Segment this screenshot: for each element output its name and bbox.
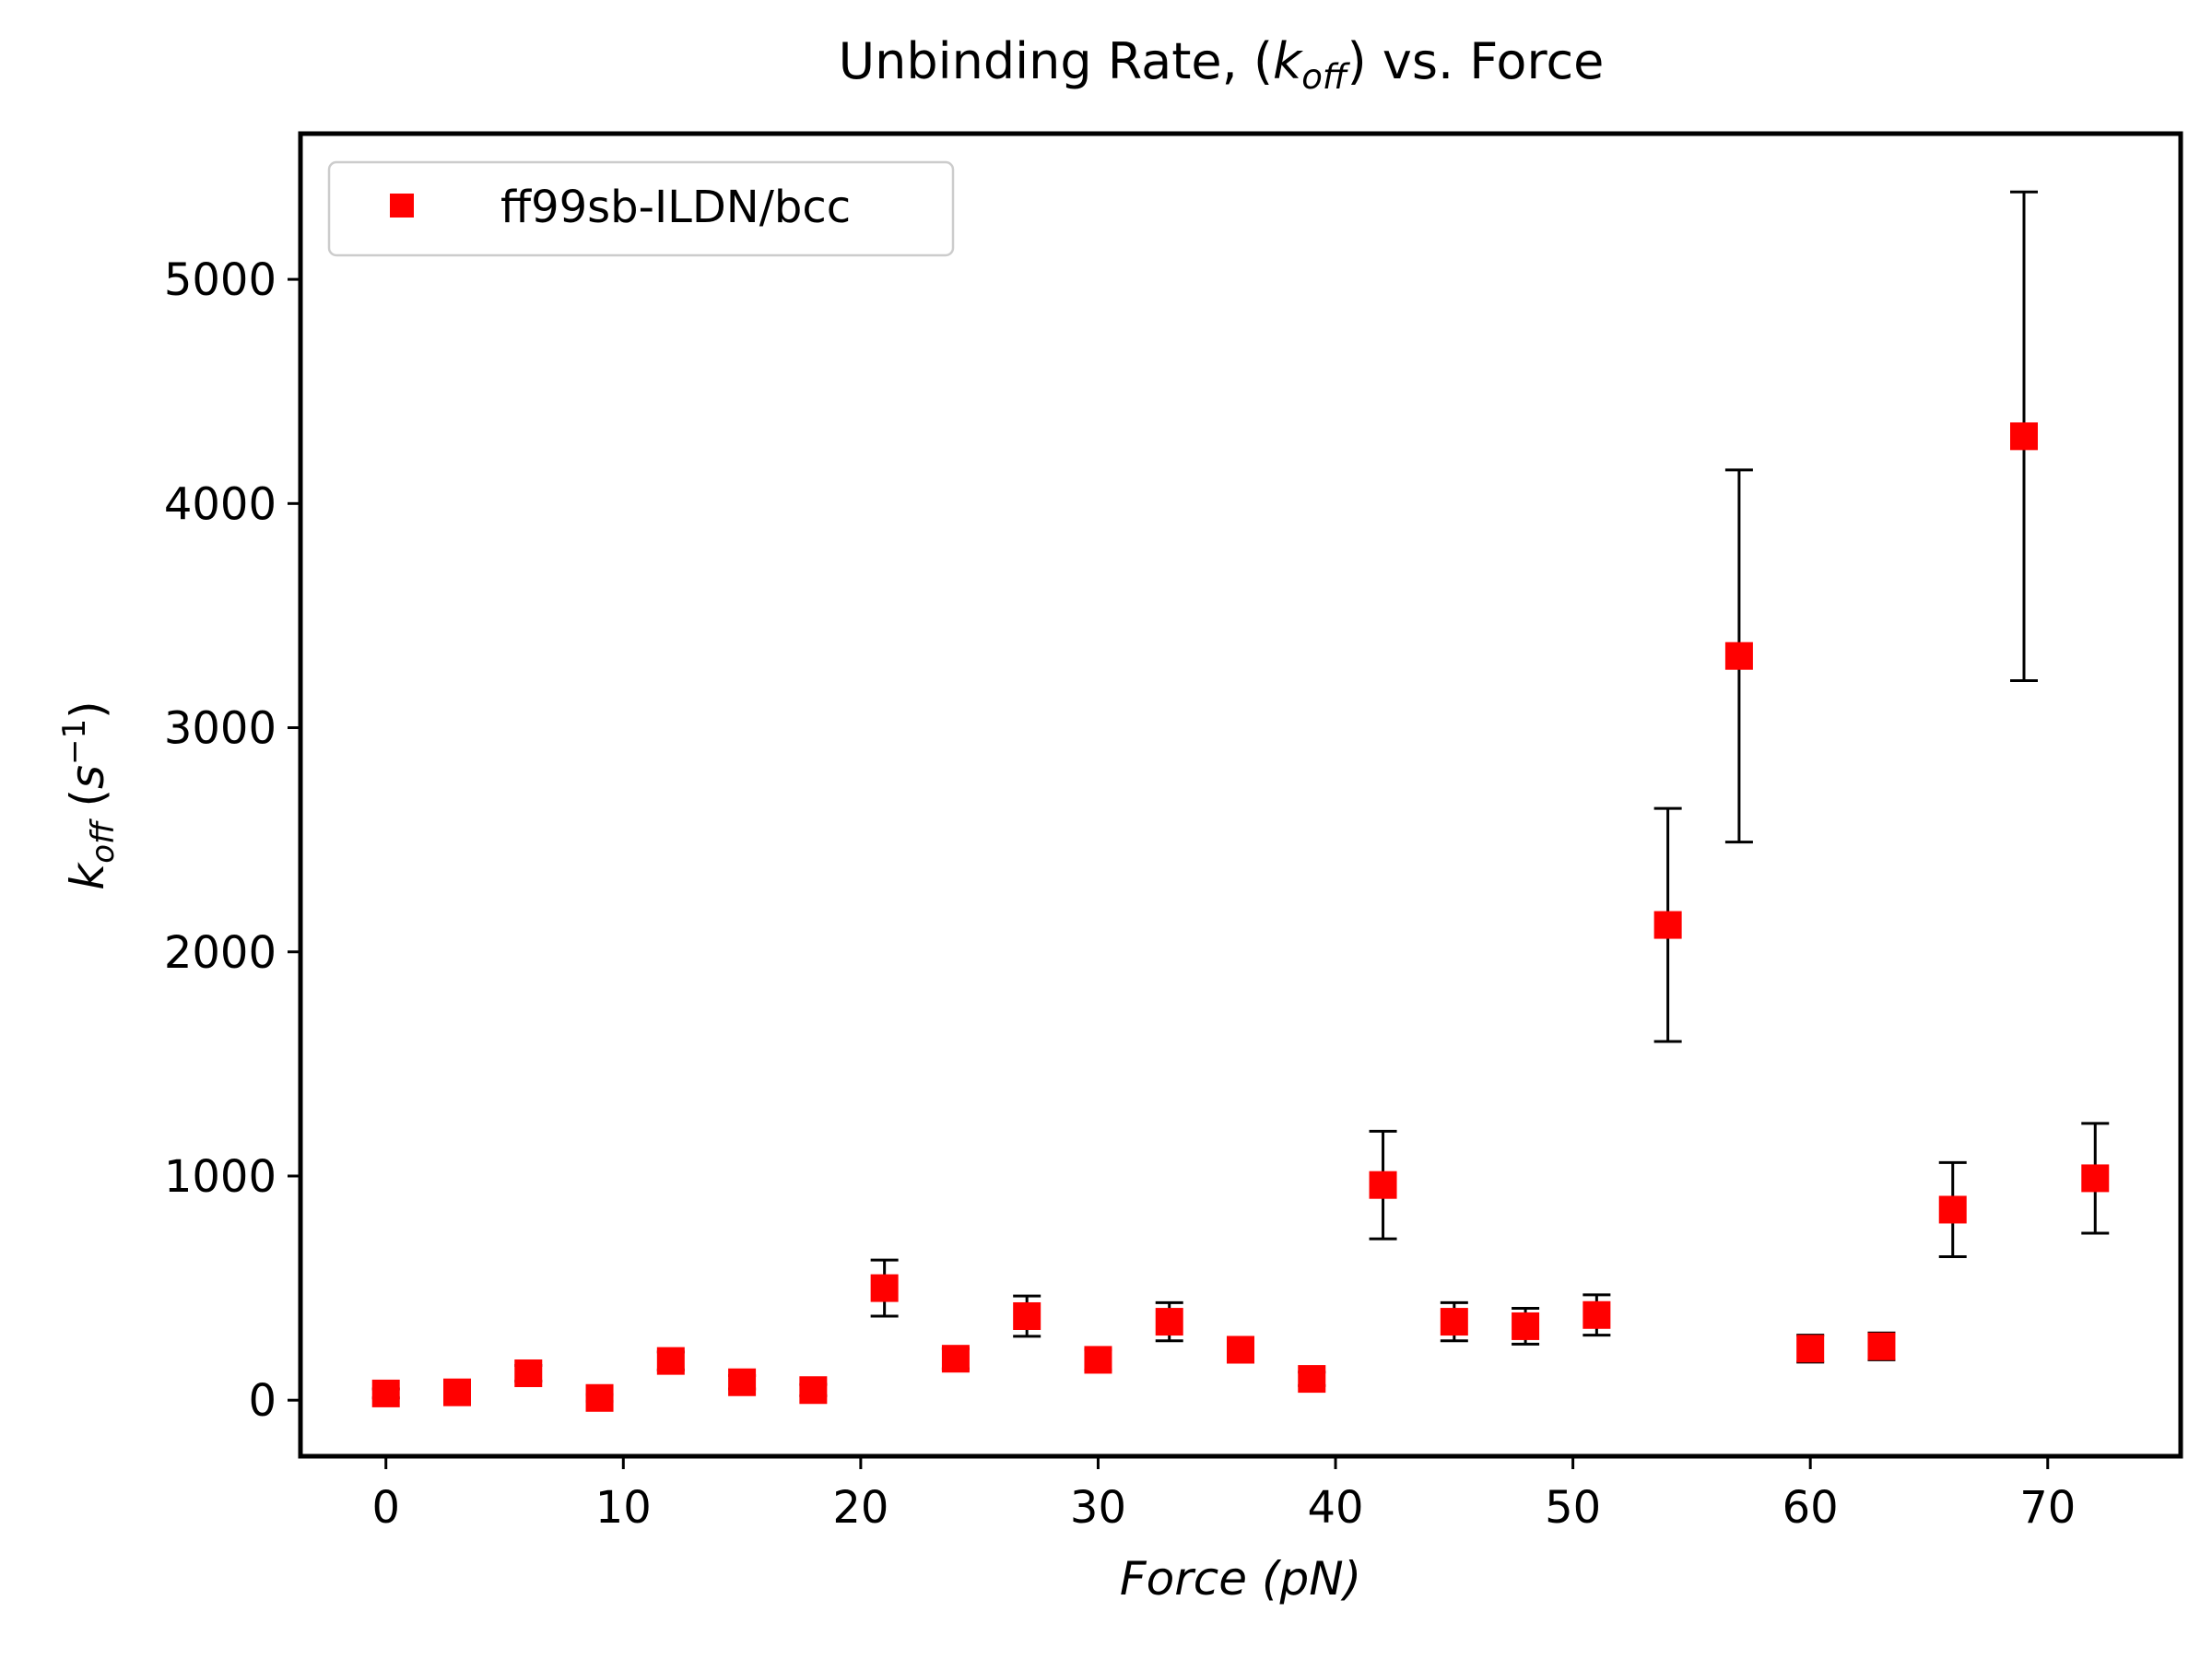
x-tick-label-60: 60 bbox=[1783, 1482, 1839, 1534]
plot-frame bbox=[298, 131, 2183, 1459]
data-point bbox=[585, 1383, 614, 1412]
data-point bbox=[1440, 1308, 1468, 1336]
x-axis-label: Force (pN) bbox=[1120, 1552, 1361, 1606]
data-point bbox=[1938, 1195, 1967, 1224]
data-point bbox=[1796, 1335, 1825, 1363]
y-axis-label-unit-post: ) bbox=[61, 700, 114, 719]
data-points bbox=[371, 422, 2110, 1412]
chart-title-pre: Unbinding Rate, ( bbox=[839, 32, 1273, 90]
data-point bbox=[1512, 1312, 1540, 1340]
data-point bbox=[799, 1376, 828, 1405]
y-axis-label: koff (s−1) bbox=[56, 700, 122, 889]
y-tick-label-4000: 4000 bbox=[164, 478, 276, 530]
chart-title-sub: off bbox=[1301, 57, 1351, 97]
x-tick-label-20: 20 bbox=[832, 1482, 888, 1534]
y-axis: 0 1000 2000 3000 4000 5000 bbox=[164, 254, 300, 1427]
y-tick-label-3000: 3000 bbox=[164, 703, 276, 755]
legend: ff99sb-ILDN/bcc bbox=[327, 160, 955, 257]
y-tick-label-0: 0 bbox=[248, 1375, 276, 1427]
y-axis-label-unit-pre: ( bbox=[61, 789, 114, 821]
data-point bbox=[656, 1347, 685, 1375]
y-tick-label-2000: 2000 bbox=[164, 927, 276, 979]
chart-title: Unbinding Rate, (koff) vs. Force bbox=[839, 32, 1605, 97]
x-tick-label-30: 30 bbox=[1070, 1482, 1126, 1534]
data-point bbox=[1653, 911, 1682, 939]
data-point bbox=[1084, 1346, 1112, 1374]
y-axis-label-sub: off bbox=[85, 818, 122, 864]
data-point bbox=[371, 1379, 400, 1407]
x-tick-label-40: 40 bbox=[1307, 1482, 1363, 1534]
chart-title-post: ) vs. Force bbox=[1347, 32, 1605, 90]
y-tick-label-1000: 1000 bbox=[164, 1151, 276, 1203]
data-point bbox=[2010, 422, 2038, 451]
legend-box bbox=[327, 160, 955, 257]
y-axis-label-k: k bbox=[61, 862, 114, 890]
data-point bbox=[1013, 1301, 1041, 1330]
data-point bbox=[443, 1378, 471, 1406]
data-point bbox=[941, 1345, 970, 1373]
data-point bbox=[1369, 1171, 1397, 1199]
x-tick-label-0: 0 bbox=[371, 1482, 400, 1534]
y-tick-label-5000: 5000 bbox=[164, 254, 276, 306]
x-tick-label-70: 70 bbox=[2019, 1482, 2076, 1534]
data-point bbox=[1867, 1332, 1896, 1360]
data-point bbox=[514, 1359, 543, 1388]
data-point bbox=[2081, 1164, 2110, 1193]
data-point bbox=[1298, 1365, 1326, 1394]
y-axis-label-s: s bbox=[61, 765, 114, 789]
chart-title-k: k bbox=[1273, 32, 1304, 90]
data-point bbox=[728, 1368, 757, 1396]
error-bars bbox=[371, 190, 2110, 1403]
data-point bbox=[1583, 1300, 1611, 1329]
data-point bbox=[1227, 1335, 1254, 1364]
y-axis-label-sup: −1 bbox=[56, 719, 93, 765]
data-point bbox=[1155, 1308, 1183, 1336]
x-tick-label-50: 50 bbox=[1545, 1482, 1601, 1534]
legend-entry: ff99sb-ILDN/bcc bbox=[500, 182, 851, 233]
legend-marker bbox=[390, 194, 414, 218]
x-tick-label-10: 10 bbox=[595, 1482, 652, 1534]
x-axis: 0 10 20 30 40 50 60 70 bbox=[371, 1456, 2076, 1534]
data-point bbox=[870, 1274, 899, 1302]
data-point bbox=[1724, 641, 1753, 670]
